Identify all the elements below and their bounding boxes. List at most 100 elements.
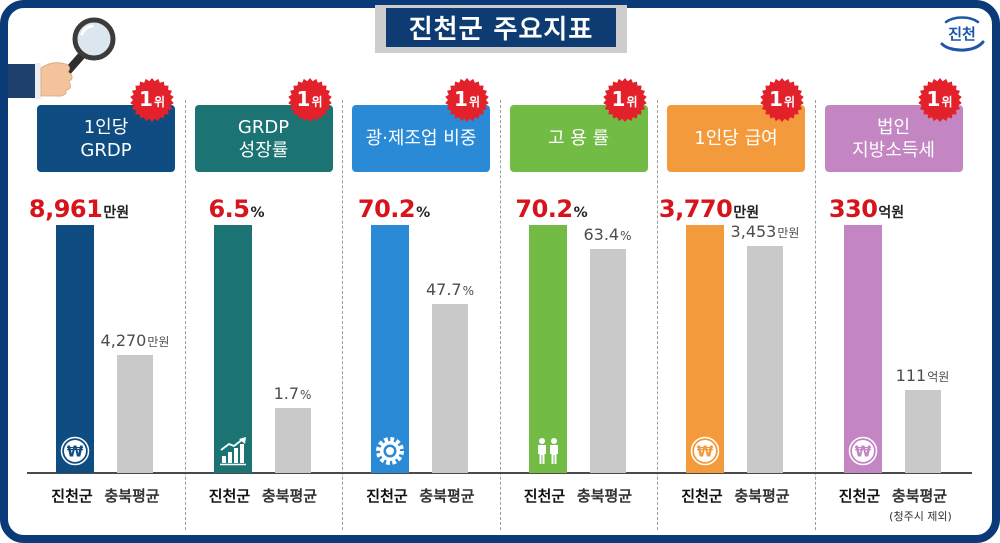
- county-value-number: 70.2: [357, 195, 416, 223]
- average-category-label: 충북평균: [104, 487, 160, 505]
- county-bar: [686, 225, 724, 473]
- average-value-unit: %: [620, 229, 632, 244]
- county-category-label: 진천군: [838, 487, 881, 505]
- county-bar: [843, 225, 882, 473]
- average-value-label: 4,270 만원: [65, 330, 205, 352]
- county-value-label: 3,770 만원: [639, 195, 779, 223]
- average-value-unit: %: [300, 388, 312, 403]
- chart-baseline: [27, 472, 972, 474]
- county-bar: [56, 225, 94, 473]
- panel-divider: [184, 100, 186, 530]
- county-value-label: 70.2%: [324, 195, 464, 223]
- won-coin-icon: ₩: [848, 436, 878, 466]
- county-value-unit: %: [416, 205, 431, 221]
- average-value-number: 3,453: [730, 221, 777, 241]
- svg-text:₩: ₩: [854, 443, 871, 461]
- logo-lettering: 진천: [948, 25, 976, 43]
- county-logo: 진천: [940, 16, 985, 52]
- panel-divider: [814, 100, 816, 530]
- rank-starburst: [445, 78, 489, 122]
- county-category-label: 진천군: [523, 487, 566, 505]
- average-category-label: 충북평균: [734, 487, 790, 505]
- county-value-unit: 만원: [103, 205, 130, 221]
- county-value-unit: %: [250, 205, 265, 221]
- rank-number: 1: [296, 87, 311, 111]
- rank-starburst: [602, 78, 647, 122]
- panel-divider: [657, 100, 658, 530]
- rank-number: 1: [769, 87, 783, 111]
- indicator-title: GRDP 성장률: [237, 116, 290, 161]
- panel-divider: [499, 100, 501, 530]
- average-note: (청주시 제외): [889, 510, 952, 523]
- average-value-label: 1.7%: [223, 383, 363, 405]
- indicator-title: 1인당 급여: [694, 128, 778, 149]
- county-bar: [371, 225, 409, 473]
- indicator-title: 법인 지방소득세: [852, 116, 935, 161]
- rank-suffix: 위: [311, 95, 323, 109]
- rank-starburst: [917, 78, 962, 122]
- rank-number: 1: [926, 87, 941, 111]
- rank-suffix: 위: [153, 95, 165, 109]
- growth-chart-icon: [218, 436, 248, 466]
- county-value-number: 70.2: [515, 195, 573, 223]
- county-value-label: 8,961 만원: [9, 195, 149, 223]
- rank-suffix: 위: [468, 95, 480, 109]
- average-value-label: 47.7%: [380, 279, 520, 301]
- svg-text:₩: ₩: [67, 443, 84, 461]
- county-value-label: 70.2%: [482, 195, 622, 223]
- indicator-title: 고 용 률: [547, 128, 610, 149]
- indicator-title: 광·제조업 비중: [365, 128, 477, 149]
- rank-suffix: 위: [626, 95, 638, 109]
- average-value-number: 63.4: [583, 225, 620, 245]
- average-value-label: 111 억원: [853, 365, 993, 387]
- panel-divider: [342, 100, 343, 530]
- average-value-unit: 만원: [777, 225, 800, 240]
- average-bar: [117, 354, 153, 473]
- rank-starburst: [287, 78, 332, 122]
- rank-starburst: [130, 78, 174, 122]
- rank-suffix: 위: [783, 95, 795, 109]
- average-bar: [589, 249, 626, 473]
- people-icon: [533, 436, 563, 466]
- county-value-unit: %: [573, 205, 588, 221]
- rank-number: 1: [454, 87, 468, 111]
- rank-number: 1: [139, 87, 153, 111]
- county-category-label: 진천군: [681, 487, 723, 505]
- average-value-number: 4,270: [100, 330, 147, 350]
- county-value-number: 8,961: [28, 195, 103, 223]
- rank-number: 1: [611, 87, 626, 111]
- average-category-label: 충북평균: [261, 487, 318, 505]
- average-bar: [747, 245, 783, 473]
- magnifier-hand-illustration: [8, 17, 116, 99]
- county-bar: [213, 225, 252, 473]
- county-value-label: 6.5%: [167, 195, 307, 223]
- average-bar: [432, 304, 468, 473]
- average-category-label: 충북평균: [419, 487, 475, 505]
- average-value-number: 111: [895, 365, 927, 385]
- rank-suffix: 위: [941, 95, 953, 109]
- gear-icon: [375, 436, 405, 466]
- county-bar: [528, 225, 567, 473]
- indicator-title: 1인당 GRDP: [80, 116, 132, 161]
- average-category-label: 충북평균: [576, 487, 633, 505]
- average-value-unit: 만원: [147, 334, 170, 349]
- county-value-number: 6.5: [208, 195, 250, 223]
- average-value-unit: %: [462, 284, 475, 299]
- average-value-label: 63.4%: [538, 224, 678, 246]
